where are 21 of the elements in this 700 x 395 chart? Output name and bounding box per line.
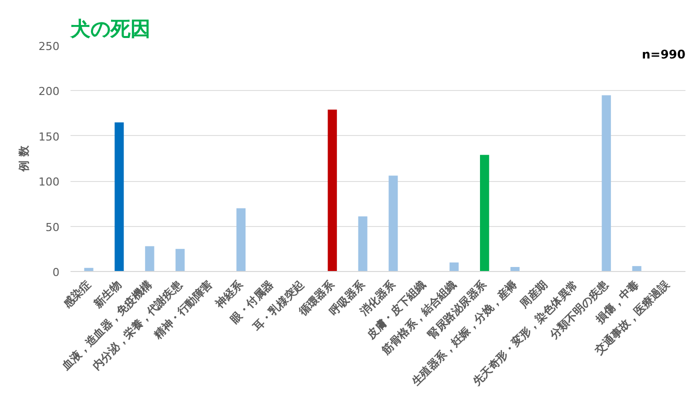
bar [450,262,459,272]
bar [176,248,185,272]
y-tick-label: 50 [46,220,60,234]
y-axis-title: 例 数 [18,144,31,172]
bar [358,216,368,272]
y-tick-label: 100 [38,176,60,189]
bar [632,266,642,272]
x-tick-label: 感染症 [60,278,94,312]
y-tick-label: 250 [38,40,60,53]
annotation: n=990 [642,48,686,62]
bar [114,122,124,272]
bar [480,154,490,272]
bar [602,95,611,272]
y-tick-label: 0 [52,266,60,279]
bar [145,246,154,272]
bar [388,176,398,272]
bar [328,110,337,272]
y-tick-label: 150 [38,130,60,144]
bar [236,208,246,272]
chart-title: 犬の死因 [70,16,150,40]
y-tick-label: 200 [38,85,60,98]
